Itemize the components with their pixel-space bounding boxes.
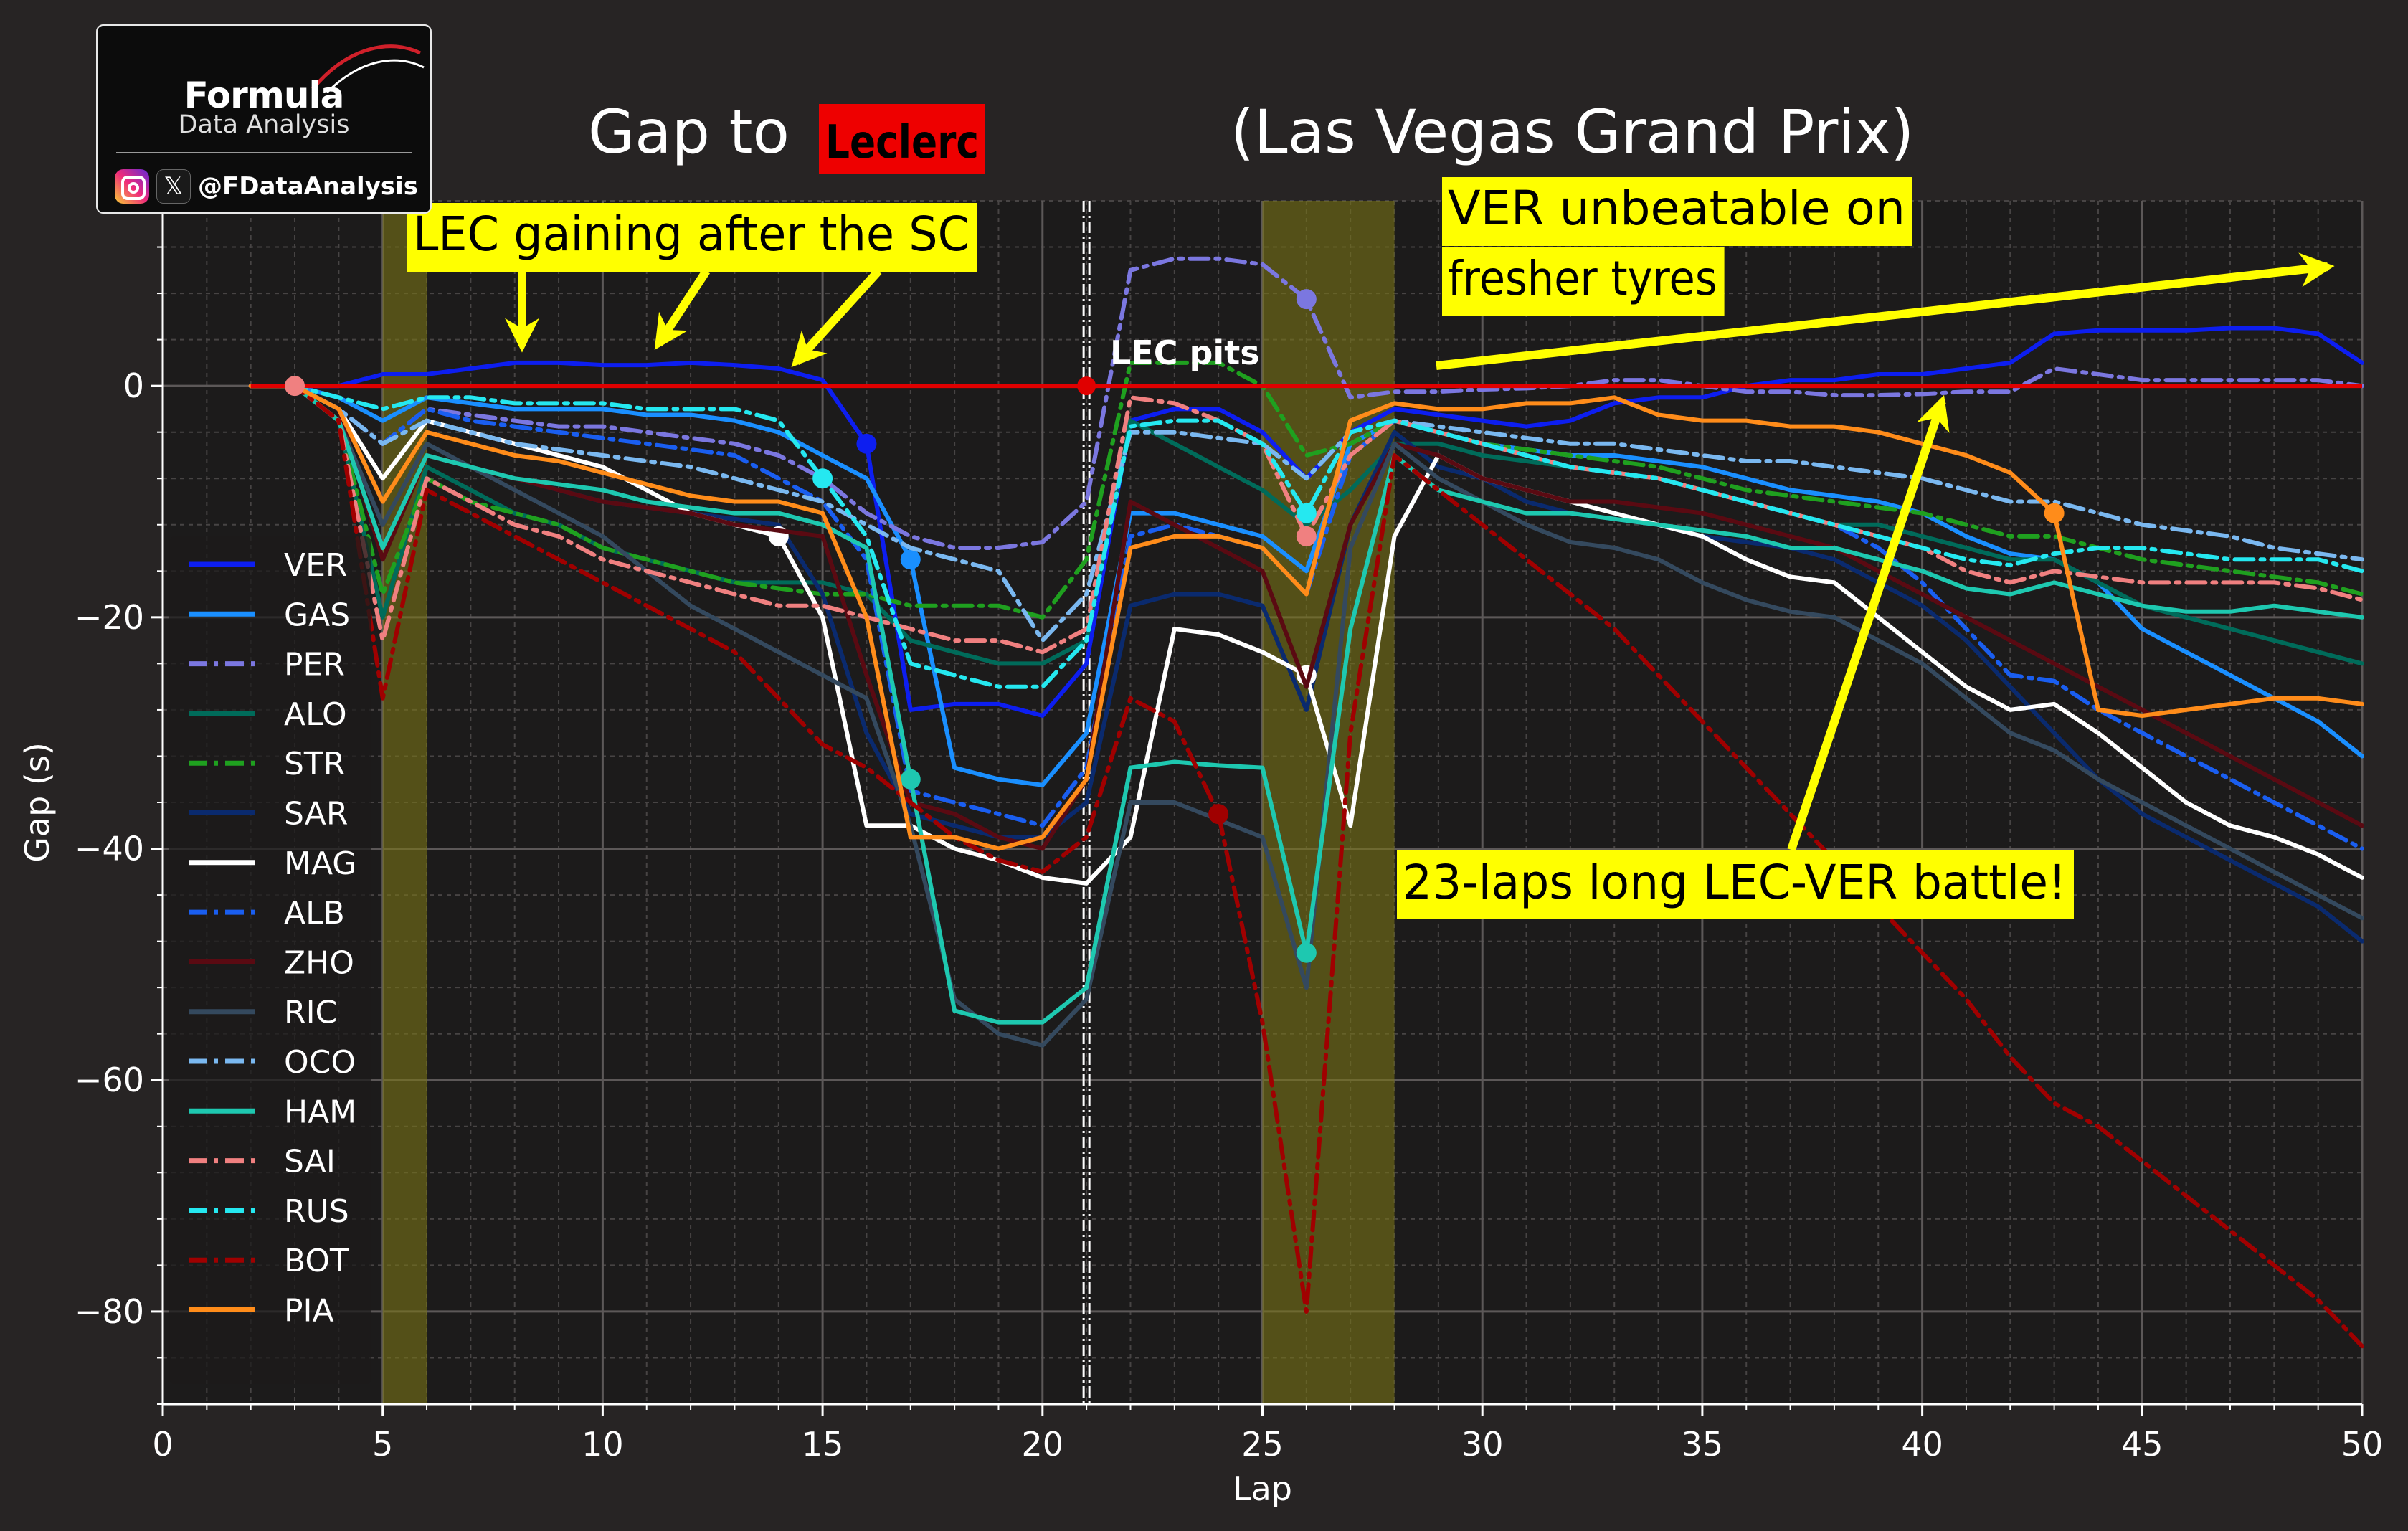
- annotation-arrow: [791, 267, 882, 368]
- annotation-box: [1397, 850, 2074, 919]
- chart-title-prefix: Gap to: [588, 97, 790, 167]
- pit-marker-ver: [856, 433, 877, 454]
- annotation-text: LEC gaining after the SC: [413, 207, 970, 262]
- series-line-gas: [248, 384, 2364, 787]
- legend-label-oco: OCO: [284, 1044, 356, 1081]
- logo-subtitle: Data Analysis: [178, 110, 350, 139]
- logo-social: 𝕏 @FDataAnalysis: [115, 165, 418, 208]
- start-marker: [285, 376, 305, 397]
- x-tick-label: 15: [802, 1425, 844, 1464]
- annotation-text: VER unbeatable on: [1448, 181, 1905, 236]
- series-line-oco: [248, 384, 2364, 643]
- pit-marker-ham: [1296, 942, 1317, 963]
- legend-label-rus: RUS: [284, 1193, 349, 1230]
- pit-marker-ham: [900, 769, 921, 790]
- x-tick-label: 30: [1461, 1425, 1504, 1464]
- chart-title-suffix: (Las Vegas Grand Prix): [1231, 97, 1914, 167]
- x-tick-label: 0: [152, 1425, 173, 1464]
- y-tick-label: −20: [75, 598, 144, 637]
- legend-label-ric: RIC: [284, 995, 337, 1031]
- social-handle[interactable]: @FDataAnalysis: [198, 172, 418, 201]
- legend-label-per: PER: [284, 647, 345, 683]
- logo-divider: [116, 152, 412, 153]
- x-tick-label: 50: [2341, 1425, 2384, 1464]
- plot-area: LEC pits 0 5 10 15 20 25 30 35 40 45 50 0 −20 −40 −60 −8…: [18, 177, 2383, 1508]
- chart-title-highlight: Leclerc: [825, 116, 979, 169]
- logo-title: Formula: [184, 75, 345, 116]
- x-tick-label: 10: [582, 1425, 624, 1464]
- series-line-sai: [248, 384, 2364, 655]
- pit-marker-rus: [812, 468, 833, 489]
- title-highlight-box: [819, 104, 985, 174]
- x-tick-label: 45: [2121, 1425, 2163, 1464]
- pit-marker-gas: [900, 549, 921, 570]
- annotation-text: fresher tyres: [1448, 251, 1717, 306]
- series-line-bot: [248, 384, 2364, 1349]
- annotation-2: VER unbeatable on fresher tyres: [1442, 177, 1912, 316]
- series-line-ric: [248, 384, 2364, 1048]
- x-tick-label: 25: [1241, 1425, 1284, 1464]
- legend-label-ver: VER: [284, 547, 347, 584]
- y-tick-label: −80: [75, 1292, 144, 1331]
- legend-label-mag: MAG: [284, 845, 356, 882]
- legend-label-pia: PIA: [284, 1293, 334, 1329]
- annotation-text: 23-laps long LEC-VER battle!: [1403, 855, 2067, 910]
- y-tick-label: −60: [75, 1061, 144, 1099]
- legend-label-bot: BOT: [284, 1243, 349, 1279]
- pit-marker-pia: [2044, 503, 2065, 523]
- legend: VER GAS PER ALO STR SAR MAG ALB ZHO RIC OCO HAM SAI R…: [169, 536, 371, 1384]
- annotation-3: 23-laps long LEC-VER battle!: [1397, 850, 2074, 919]
- series-line-zho: [248, 384, 2364, 851]
- logo-swoosh-icon: [311, 44, 425, 94]
- legend-label-sar: SAR: [284, 796, 348, 833]
- series-line-pia: [248, 384, 2364, 851]
- x-tick-label: 5: [372, 1425, 393, 1464]
- legend-label-gas: GAS: [284, 597, 350, 633]
- series-line-str: [248, 360, 2364, 620]
- pit-marker-bot: [1208, 804, 1229, 825]
- annotation-box: [1442, 177, 1912, 246]
- legend-label-str: STR: [284, 746, 345, 782]
- pit-marker-lec: [1077, 376, 1096, 396]
- pit-label: LEC pits: [1110, 333, 1260, 372]
- annotation-1: LEC gaining after the SC: [407, 203, 977, 272]
- legend-label-alb: ALB: [284, 895, 345, 932]
- annotation-arrow: [1436, 252, 2335, 370]
- series-line-alb: [248, 384, 2364, 851]
- brand-logo: Formula Data Analysis 𝕏 @FDataAnalysis: [96, 24, 432, 214]
- pit-marker-sai: [1296, 526, 1317, 546]
- legend-background: [169, 536, 371, 1384]
- x-tick-label: 20: [1022, 1425, 1064, 1464]
- annotation-arrow: [654, 268, 711, 351]
- annotation-box: [407, 203, 977, 272]
- shaded-region: [382, 201, 427, 1404]
- y-axis-label: Gap (s): [18, 742, 57, 863]
- y-tick-label: 0: [123, 366, 144, 405]
- x-tick-label: 35: [1682, 1425, 1724, 1464]
- x-icon[interactable]: 𝕏: [156, 169, 191, 204]
- legend-label-sai: SAI: [284, 1144, 336, 1180]
- y-tick-label: −40: [75, 830, 144, 868]
- x-tick-label: 40: [1901, 1425, 1943, 1464]
- instagram-icon[interactable]: [115, 169, 149, 204]
- x-axis-label: Lap: [1233, 1469, 1292, 1508]
- legend-label-zho: ZHO: [284, 944, 354, 981]
- annotation-arrow: [1787, 394, 1950, 851]
- pit-marker-per: [1296, 289, 1317, 310]
- legend-label-ham: HAM: [284, 1094, 356, 1130]
- pit-marker-rus: [1296, 503, 1317, 523]
- legend-label-alo: ALO: [284, 696, 347, 733]
- annotation-box: [1442, 247, 1725, 316]
